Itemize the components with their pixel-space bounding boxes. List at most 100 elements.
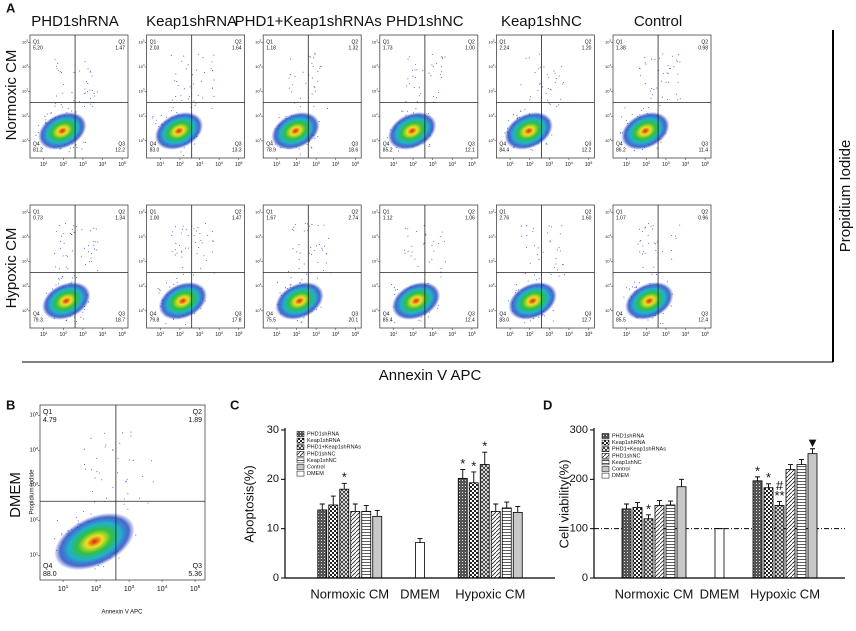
tick-base: 10 (546, 162, 552, 168)
tick-base: 10 (488, 64, 493, 69)
cell-dot (642, 266, 644, 268)
cell-dot (314, 90, 316, 92)
cell-dot (66, 256, 68, 258)
cell-dot (536, 253, 538, 255)
quadrant-name: Q4 (499, 141, 506, 147)
cell-dot (669, 68, 671, 70)
tick-exponent: 2 (65, 331, 67, 335)
cell-dot (516, 284, 518, 286)
cell-dot (639, 282, 641, 284)
quadrant-name: Q2 (118, 209, 125, 215)
error-bar (766, 483, 771, 488)
tick-base: 10 (139, 138, 144, 143)
tick-exponent: 5 (36, 411, 39, 416)
error-bar (374, 509, 380, 517)
tick-base: 10 (139, 64, 144, 69)
x-tick-label: Hypoxic CM (455, 586, 525, 601)
quadrant-value: 84.4 (499, 147, 509, 153)
tick-label: 103 (312, 331, 320, 338)
legend-label: Keap1shRNA (307, 438, 341, 444)
cell-dot (416, 100, 418, 102)
tick-label: 104 (565, 331, 573, 338)
cell-dot (103, 566, 105, 568)
cell-dot (416, 69, 418, 71)
cell-dot (677, 81, 679, 83)
tick-label: 101 (390, 331, 398, 338)
tick-exponent: 2 (415, 161, 417, 165)
cell-dot (117, 458, 119, 460)
tick-label: 103 (124, 584, 135, 593)
cell-dot (679, 61, 681, 63)
tick-label: 105 (352, 331, 360, 338)
annotation: * (646, 501, 651, 516)
cell-dot (640, 75, 642, 77)
cell-dot (60, 104, 62, 106)
cell-dot (59, 240, 61, 242)
cell-dot (441, 66, 443, 68)
cell-dot (550, 89, 552, 91)
cell-dot (437, 307, 439, 309)
cell-dot (628, 288, 630, 290)
cell-dot (68, 151, 70, 153)
cell-dot (673, 66, 675, 68)
cell-dot (532, 149, 534, 151)
cell-dot (524, 109, 526, 111)
tick-label: 103 (372, 257, 378, 263)
tick-base: 10 (449, 162, 455, 168)
cell-dot (644, 56, 646, 58)
cell-dot (194, 104, 196, 106)
cell-dot (174, 96, 176, 98)
x-tick-label: DMEM (400, 586, 440, 601)
cell-dot (188, 98, 190, 100)
cell-dot (553, 267, 555, 269)
cell-dot (292, 229, 294, 231)
cell-dot (73, 71, 75, 73)
error-bar (810, 448, 815, 454)
quadrant-name: Q1 (150, 39, 157, 45)
cell-dot (651, 273, 653, 275)
tick-exponent: 1 (66, 584, 69, 590)
cell-dot (397, 288, 399, 290)
quadrant-value: 0.96 (698, 215, 708, 221)
cell-dot (640, 240, 642, 242)
cell-dot (555, 263, 557, 265)
tick-label: 105 (235, 331, 243, 338)
cell-dot (677, 99, 679, 101)
cell-dot (407, 250, 409, 252)
quadrant-name: Q4 (33, 311, 40, 317)
cell-dot (548, 76, 550, 78)
tick-base: 10 (372, 113, 377, 118)
cell-dot (180, 151, 182, 153)
cell-dot (290, 277, 292, 279)
tick-base: 10 (488, 89, 493, 94)
cell-dot (59, 71, 61, 73)
tick-base: 10 (372, 209, 377, 214)
cell-dot (625, 287, 627, 289)
tick-exponent: 5 (357, 331, 359, 335)
cell-dot (407, 58, 409, 60)
cell-dot (313, 249, 315, 251)
tick-label: 101 (30, 551, 38, 559)
cell-dot (207, 234, 209, 236)
cell-dot (441, 57, 443, 59)
tick-exponent: 1 (395, 161, 397, 165)
tick-base: 10 (118, 332, 124, 338)
quadrant-name: Q3 (235, 311, 242, 317)
cell-dot (94, 241, 96, 243)
y-tick-label: 0 (273, 572, 279, 584)
cell-dot (71, 110, 73, 112)
cell-dot (326, 253, 328, 255)
y-axis-label: Propidium Iodide (30, 469, 36, 515)
cell-dot (187, 234, 189, 236)
quadrant-value: 1.12 (383, 215, 393, 221)
annotation: ** (774, 488, 784, 503)
cell-dot (679, 224, 681, 226)
cell-dot (213, 95, 215, 97)
tick-base: 10 (565, 332, 571, 338)
tick-label: 102 (293, 331, 301, 338)
cell-dot (662, 313, 664, 315)
cell-dot (662, 250, 664, 252)
cell-dot (84, 61, 86, 63)
tick-label: 101 (22, 307, 28, 313)
cell-dot (88, 251, 90, 253)
